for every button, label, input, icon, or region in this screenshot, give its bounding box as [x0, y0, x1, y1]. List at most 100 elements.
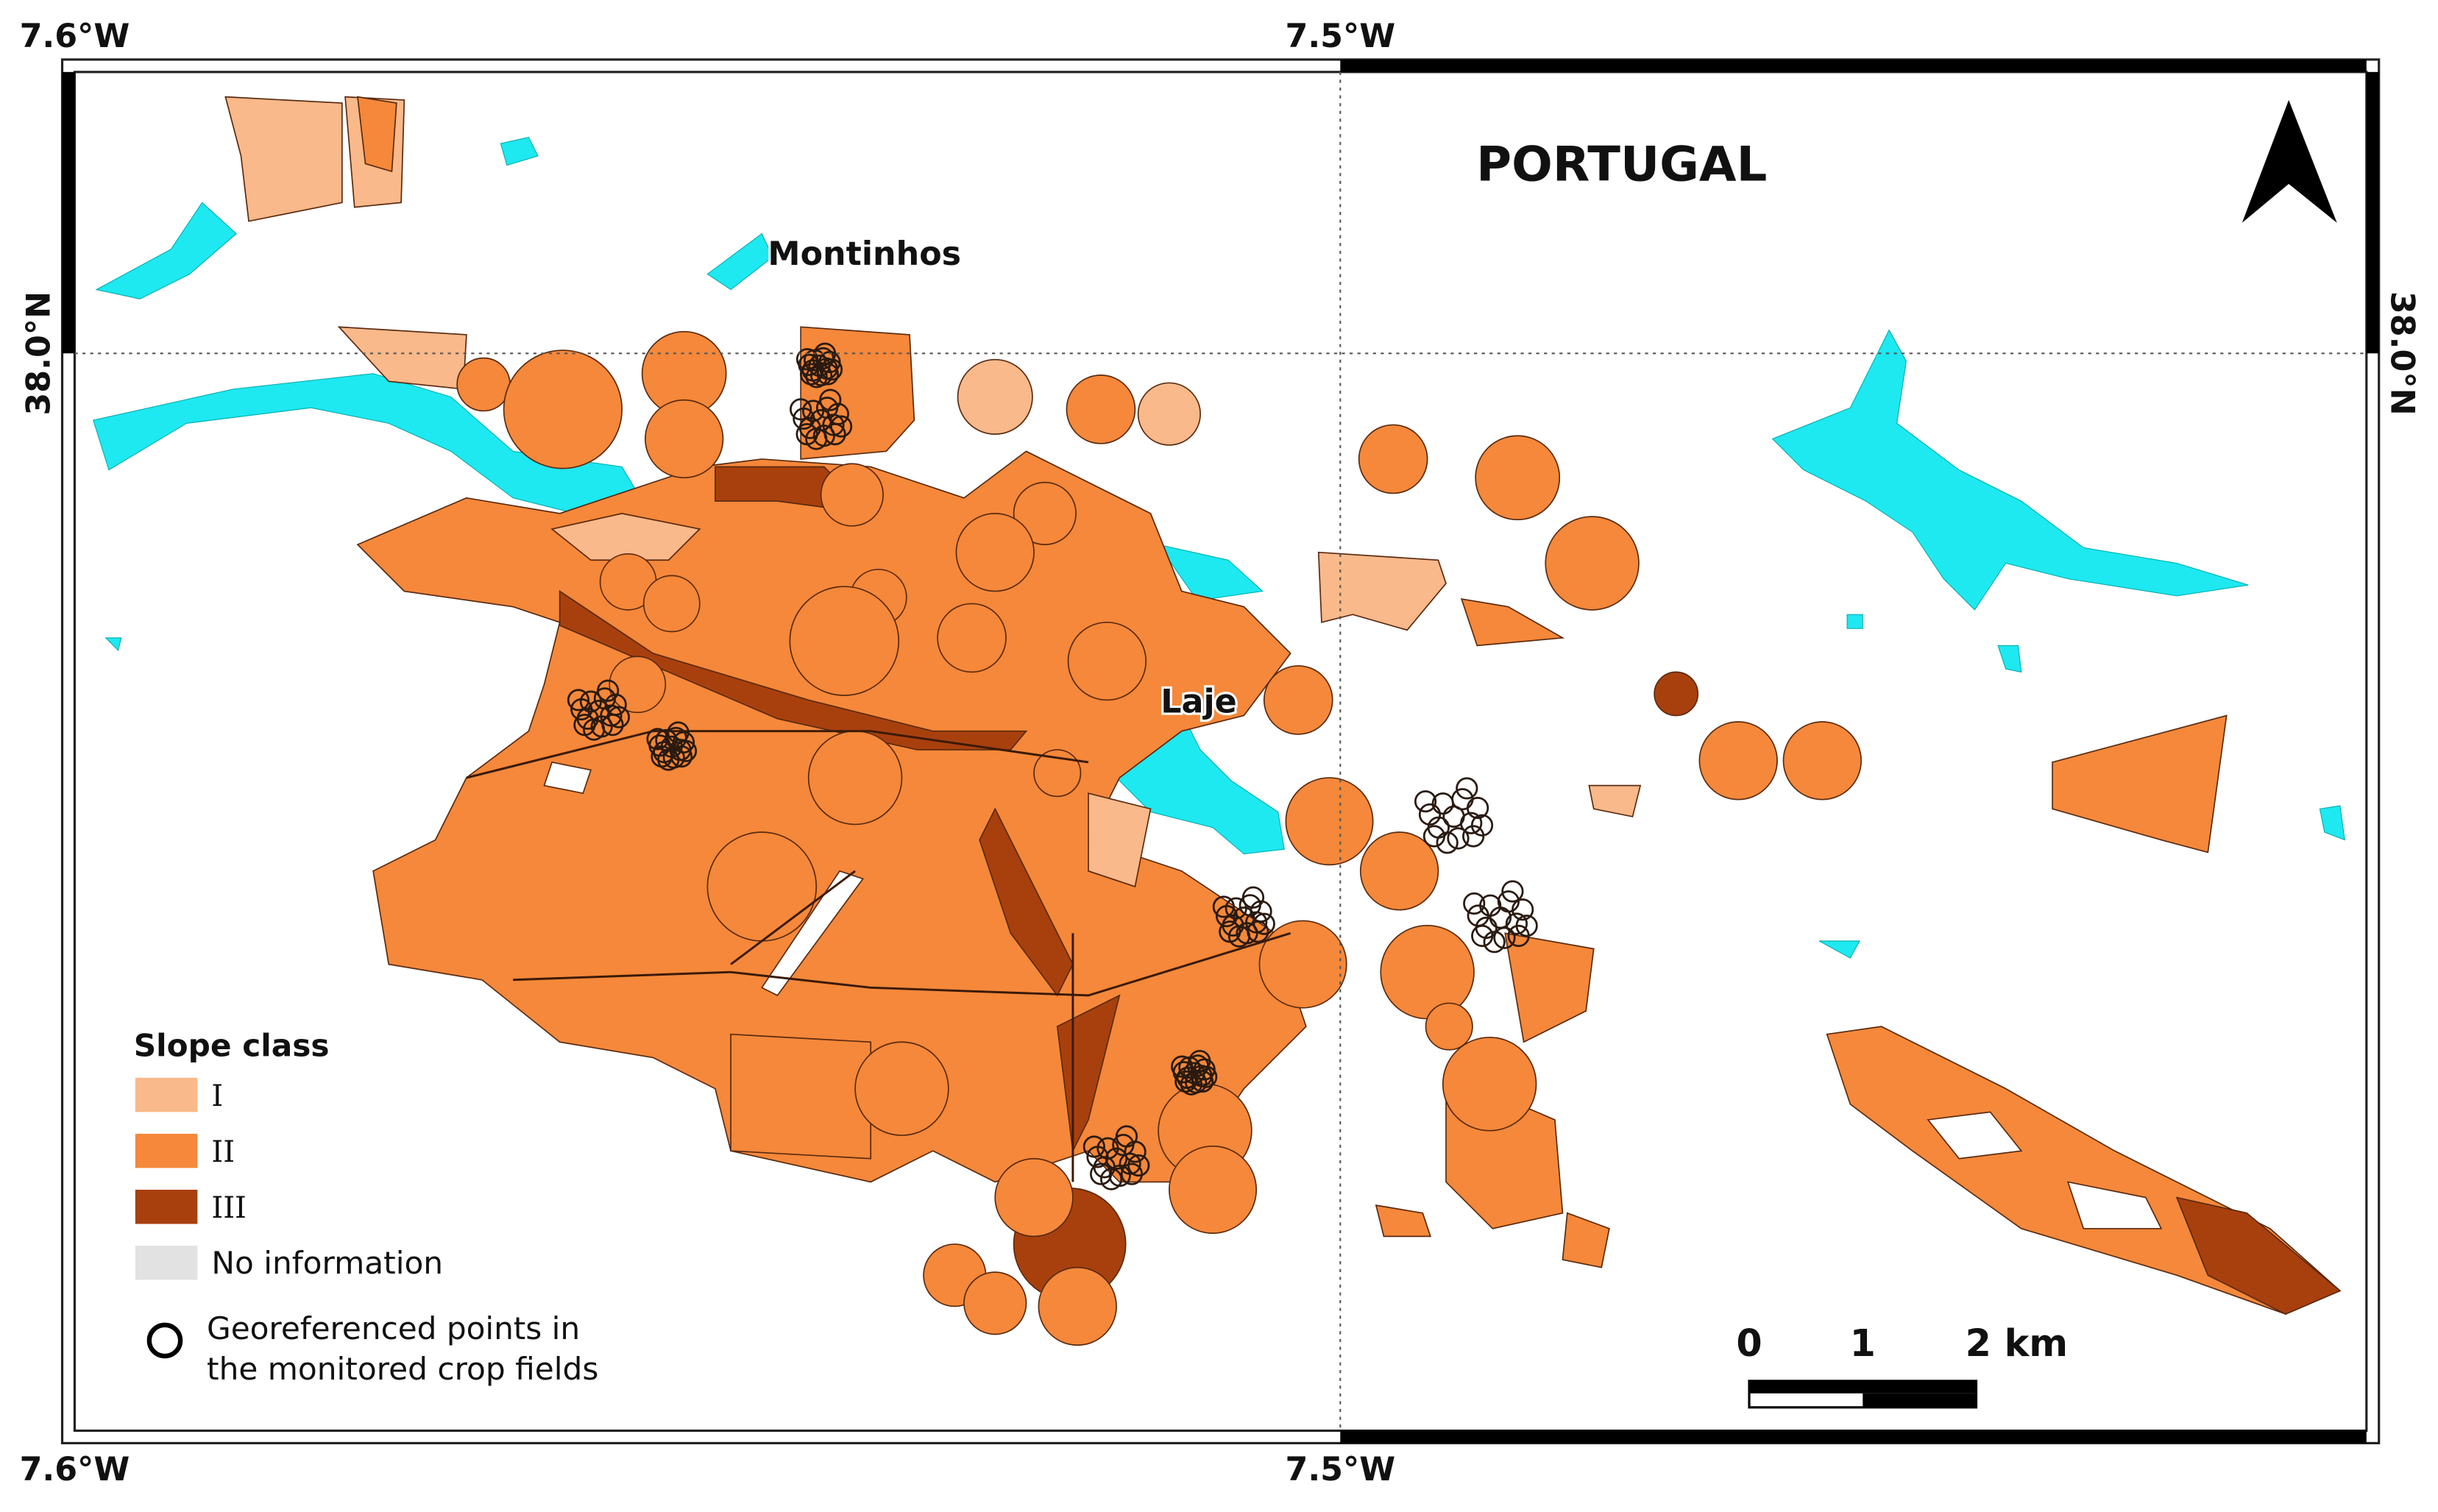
georeferenced-point	[1127, 1154, 1150, 1177]
georeferenced-point	[1431, 792, 1454, 815]
pivot-field	[1359, 831, 1439, 911]
georeferenced-point	[1174, 1070, 1197, 1093]
georeferenced-point	[820, 358, 843, 381]
crop-field	[1504, 932, 1595, 1043]
crop-field	[543, 761, 592, 795]
georeferenced-point	[1090, 1163, 1113, 1185]
crop-field	[2066, 1181, 2163, 1229]
pivot-field	[456, 357, 511, 412]
field-boundary	[730, 870, 856, 965]
georeferenced-point	[1466, 796, 1489, 820]
crop-field	[761, 870, 865, 996]
scale-label: 0	[1736, 1321, 1762, 1365]
place-label: Laje	[1160, 683, 1237, 720]
scale-label: 2 km	[1966, 1321, 2068, 1365]
crop-field	[1588, 784, 1642, 817]
georeferenced-point	[790, 398, 812, 421]
pivot-field	[1545, 516, 1640, 611]
pivot-field	[789, 586, 900, 696]
legend-swatch	[135, 1246, 198, 1280]
georeferenced-point	[1086, 1146, 1109, 1168]
frame-bar	[1340, 1430, 2367, 1444]
pivot-field	[1013, 481, 1077, 545]
legend-label: III	[211, 1191, 247, 1225]
crop-field	[979, 807, 1074, 997]
outer-frame	[60, 58, 2381, 1444]
pivot-field	[955, 513, 1035, 592]
crop-field	[730, 1033, 872, 1160]
pivot-field	[1358, 424, 1428, 494]
georeferenced-point	[1456, 777, 1478, 800]
pivot-field	[807, 730, 903, 826]
pivot-field	[1698, 721, 1778, 801]
georeferenced-point	[1493, 926, 1516, 949]
water-body	[1771, 329, 2249, 611]
pivot-field	[1263, 665, 1333, 735]
georeferenced-point	[823, 423, 846, 446]
latitude-label: 38.0°N	[2384, 291, 2421, 416]
crop-field	[1375, 1204, 1432, 1238]
georeferenced-point	[567, 689, 590, 711]
georeferenced-point	[829, 415, 853, 438]
georeferenced-point	[1512, 898, 1534, 921]
georeferenced-point	[795, 423, 818, 446]
crop-field	[1927, 1111, 2023, 1160]
pivot-field	[609, 656, 667, 714]
crop-field	[2052, 714, 2228, 853]
georeferenced-point	[607, 706, 631, 728]
georeferenced-point	[1436, 831, 1459, 854]
georeferenced-point	[651, 745, 673, 768]
georeferenced-point	[1471, 924, 1494, 948]
georeferenced-point	[1463, 892, 1486, 915]
crop-field	[356, 96, 397, 173]
pivot-field	[1782, 721, 1862, 801]
map-features	[93, 96, 2345, 1346]
water-body	[500, 136, 539, 166]
georeferenced-point	[667, 721, 690, 744]
legend-label: Georeferenced points in	[207, 1310, 580, 1346]
scale-label: 1	[1850, 1321, 1876, 1365]
crop-field	[1460, 598, 1565, 647]
georeferenced-point	[1219, 920, 1241, 943]
pivot-field	[1654, 671, 1699, 717]
georeferenced-point	[1241, 886, 1265, 909]
water-body	[95, 202, 237, 299]
water-body	[104, 637, 122, 651]
pivot-field	[503, 349, 623, 469]
georeferenced-point	[1188, 1049, 1211, 1073]
crop-field	[2175, 1196, 2342, 1315]
georeferenced-point	[1505, 912, 1528, 935]
georeferenced-point	[674, 739, 698, 762]
georeferenced-point	[1460, 812, 1483, 834]
pivot-field	[854, 1041, 949, 1136]
crop-field	[550, 513, 701, 561]
inner-frame	[73, 71, 2368, 1433]
water-body	[1818, 940, 1860, 959]
pivot-field	[1033, 749, 1082, 798]
pivot-field	[1038, 1266, 1117, 1346]
crop-field	[1317, 551, 1447, 631]
water-body	[1997, 645, 2022, 673]
georeferenced-point	[1212, 895, 1235, 918]
georeferenced-point	[1447, 827, 1470, 850]
pivot-field	[1067, 621, 1147, 701]
georeferenced-point	[1418, 803, 1442, 826]
longitude-label: 7.5°W	[1285, 18, 1395, 55]
frame-bar	[62, 71, 75, 354]
pivot-field	[1475, 435, 1561, 521]
pivot-field	[1442, 1037, 1537, 1132]
pivot-field	[1425, 1002, 1473, 1051]
pivot-field	[706, 831, 818, 942]
georeferenced-point	[1497, 890, 1520, 913]
georeferenced-point	[1501, 880, 1524, 903]
georeferenced-point	[793, 407, 815, 430]
pivot-field	[957, 358, 1033, 435]
crop-field	[1562, 1212, 1610, 1268]
pivot-field	[963, 1271, 1027, 1335]
georeferenced-point	[1247, 920, 1269, 943]
georeferenced-point	[573, 714, 596, 737]
legend-title: Slope class	[134, 1027, 330, 1063]
legend-point-symbol	[146, 1322, 183, 1359]
